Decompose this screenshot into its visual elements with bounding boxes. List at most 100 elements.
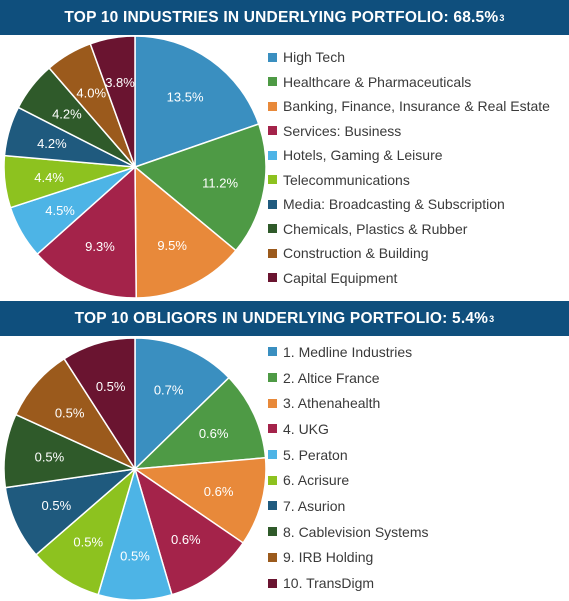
obligors-data-label-4: 0.6%	[171, 532, 201, 547]
industries-legend-item-5: Hotels, Gaming & Leisure	[268, 143, 550, 168]
obligors-legend-item-9: 9. IRB Holding	[268, 545, 429, 571]
industries-legend-label-1: High Tech	[283, 49, 346, 66]
obligors-legend-item-6: 6. Acrisure	[268, 467, 429, 493]
obligors-legend-label-3: 3. Athenahealth	[283, 395, 381, 412]
industries-legend-label-9: Construction & Building	[283, 245, 429, 262]
obligors-data-label-8: 0.5%	[35, 450, 65, 465]
industries-legend-swatch-3	[268, 101, 277, 111]
obligors-data-label-2: 0.6%	[199, 426, 229, 441]
industries-legend-swatch-7	[268, 199, 277, 209]
industries-data-label-9: 4.0%	[76, 85, 106, 100]
industries-legend-swatch-1	[268, 52, 277, 62]
obligors-legend-item-7: 7. Asurion	[268, 493, 429, 519]
obligors-legend-item-10: 10. TransDigm	[268, 570, 429, 596]
industries-data-label-2: 11.2%	[202, 175, 238, 190]
obligors-legend-item-3: 3. Athenahealth	[268, 390, 429, 416]
industries-slice-10	[89, 35, 136, 168]
obligors-panel: TOP 10 OBLIGORS IN UNDERLYING PORTFOLIO:…	[0, 301, 569, 601]
industries-data-label-6: 4.4%	[34, 170, 64, 185]
industries-legend-swatch-9	[268, 248, 277, 258]
obligors-legend-item-5: 5. Peraton	[268, 442, 429, 468]
industries-legend-label-8: Chemicals, Plastics & Rubber	[283, 220, 468, 237]
obligors-data-label-6: 0.5%	[73, 535, 103, 550]
obligors-legend-swatch-10	[268, 578, 277, 588]
obligors-legend-item-8: 8. Cablevision Systems	[268, 519, 429, 545]
industries-legend-label-5: Hotels, Gaming & Leisure	[283, 147, 443, 164]
obligors-legend-label-7: 7. Asurion	[283, 497, 346, 514]
industries-title-banner: TOP 10 INDUSTRIES IN UNDERLYING PORTFOLI…	[0, 0, 569, 35]
industries-data-label-8: 4.2%	[52, 107, 82, 122]
obligors-legend-swatch-9	[268, 552, 277, 562]
obligors-pie-chart: 0.7% 0.6% 0.6% 0.6% 0.5% 0.5% 0.5% 0.5% 0.5% 0.5%	[3, 337, 267, 601]
industries-legend-label-7: Media: Broadcasting & Subscription	[283, 196, 505, 213]
obligors-title-footnote: 3	[489, 313, 495, 324]
industries-data-label-1: 13.5%	[167, 90, 204, 105]
obligors-legend-label-8: 8. Cablevision Systems	[283, 523, 429, 540]
industries-slice-3	[134, 165, 237, 299]
industries-legend-label-6: Telecommunications	[283, 171, 410, 188]
obligors-legend-label-5: 5. Peraton	[283, 446, 348, 463]
industries-legend-label-4: Services: Business	[283, 122, 402, 139]
industries-legend-item-6: Telecommunications	[268, 168, 550, 193]
industries-legend: High Tech Healthcare & Pharmaceuticals Ban…	[268, 45, 550, 290]
industries-legend-item-10: Capital Equipment	[268, 266, 550, 291]
industries-panel: TOP 10 INDUSTRIES IN UNDERLYING PORTFOLI…	[0, 0, 569, 299]
industries-legend-swatch-8	[268, 224, 277, 234]
obligors-legend: 1. Medline Industries 2. Altice France 3. …	[268, 339, 429, 596]
obligors-legend-swatch-1	[268, 347, 277, 357]
industries-data-label-10: 3.8%	[105, 75, 135, 90]
industries-slice-2	[133, 123, 267, 252]
industries-legend-item-2: Healthcare & Pharmaceuticals	[268, 70, 550, 95]
obligors-title-banner: TOP 10 OBLIGORS IN UNDERLYING PORTFOLIO:…	[0, 301, 569, 336]
obligors-slice-10	[63, 337, 136, 472]
obligors-slice-1	[134, 337, 231, 471]
obligors-data-label-5: 0.5%	[120, 548, 150, 563]
obligors-legend-label-10: 10. TransDigm	[283, 575, 375, 592]
industries-legend-swatch-2	[268, 77, 277, 87]
industries-legend-swatch-5	[268, 150, 277, 160]
industries-title: TOP 10 INDUSTRIES IN UNDERLYING PORTFOLI…	[64, 8, 499, 26]
obligors-data-label-3: 0.6%	[204, 484, 234, 499]
obligors-legend-label-2: 2. Altice France	[283, 369, 380, 386]
industries-legend-swatch-10	[268, 273, 277, 283]
obligors-legend-swatch-3	[268, 398, 277, 408]
obligors-title: TOP 10 OBLIGORS IN UNDERLYING PORTFOLIO:…	[74, 309, 489, 327]
obligors-slice-2	[132, 376, 267, 470]
obligors-legend-swatch-4	[268, 424, 277, 434]
industries-data-label-5: 4.5%	[45, 203, 75, 218]
obligors-legend-swatch-7	[268, 501, 277, 511]
industries-legend-item-9: Construction & Building	[268, 241, 550, 266]
obligors-legend-item-1: 1. Medline Industries	[268, 339, 429, 365]
obligors-legend-item-4: 4. UKG	[268, 416, 429, 442]
industries-data-label-4: 9.3%	[85, 239, 115, 254]
industries-legend-swatch-6	[268, 175, 277, 185]
industries-data-label-7: 4.2%	[37, 136, 67, 151]
industries-legend-item-8: Chemicals, Plastics & Rubber	[268, 217, 550, 242]
obligors-data-label-7: 0.5%	[42, 498, 72, 513]
industries-legend-item-3: Banking, Finance, Insurance & Real Estat…	[268, 94, 550, 119]
obligors-legend-swatch-6	[268, 475, 277, 485]
industries-legend-swatch-4	[268, 126, 277, 136]
industries-slice-4	[36, 165, 137, 299]
industries-legend-item-4: Services: Business	[268, 119, 550, 144]
obligors-legend-swatch-8	[268, 527, 277, 537]
obligors-legend-swatch-2	[268, 373, 277, 383]
obligors-data-label-1: 0.7%	[154, 382, 184, 397]
obligors-data-label-9: 0.5%	[55, 405, 85, 420]
industries-pie-chart: 13.5% 11.2% 9.5% 9.3% 4.5% 4.4% 4.2% 4.2% 4.0%3.…	[3, 35, 267, 299]
industries-legend-item-1: High Tech	[268, 45, 550, 70]
obligors-legend-item-2: 2. Altice France	[268, 365, 429, 391]
obligors-legend-label-6: 6. Acrisure	[283, 472, 350, 489]
obligors-data-label-10: 0.5%	[96, 379, 126, 394]
industries-legend-label-3: Banking, Finance, Insurance & Real Estat…	[283, 98, 550, 115]
industries-legend-label-10: Capital Equipment	[283, 269, 398, 286]
obligors-slice-3	[132, 456, 267, 544]
industries-legend-label-2: Healthcare & Pharmaceuticals	[283, 73, 472, 90]
industries-title-footnote: 3	[499, 12, 505, 23]
obligors-slice-4	[133, 467, 245, 596]
obligors-legend-label-9: 9. IRB Holding	[283, 549, 374, 566]
obligors-legend-label-4: 4. UKG	[283, 420, 329, 437]
industries-data-label-3: 9.5%	[157, 238, 187, 253]
obligors-legend-swatch-5	[268, 450, 277, 460]
obligors-legend-label-1: 1. Medline Industries	[283, 343, 413, 360]
